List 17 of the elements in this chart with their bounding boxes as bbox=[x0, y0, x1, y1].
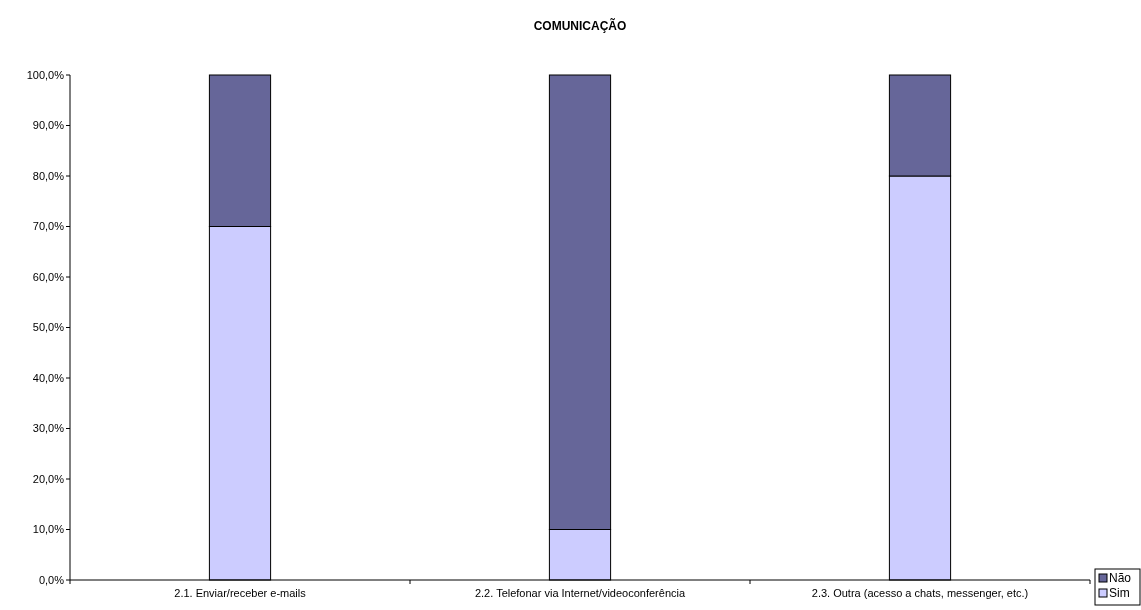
x-tick-label: 2.1. Enviar/receber e-mails bbox=[174, 587, 307, 599]
x-tick-label: 2.3. Outra (acesso a chats, messenger, etc.) bbox=[811, 587, 1029, 599]
chart-title: COMUNICAÇÃO bbox=[533, 18, 627, 33]
y-tick-label: 20,0% bbox=[32, 472, 65, 485]
y-tick-label: 80,0% bbox=[32, 169, 65, 182]
y-tick-label: 100,0% bbox=[26, 68, 65, 81]
y-tick-label: 70,0% bbox=[32, 220, 65, 233]
y-tick-label: 50,0% bbox=[32, 321, 65, 334]
legend-label: Sim bbox=[1109, 586, 1130, 601]
y-tick-label: 60,0% bbox=[32, 270, 65, 283]
y-tick-label: 40,0% bbox=[32, 371, 65, 384]
y-tick-label: 10,0% bbox=[32, 523, 65, 536]
x-tick-label: 2.2. Telefonar via Internet/videoconferência bbox=[474, 587, 686, 599]
y-tick-label: 0,0% bbox=[38, 573, 65, 586]
y-tick-label: 90,0% bbox=[32, 119, 65, 132]
y-tick-label: 30,0% bbox=[32, 422, 65, 435]
legend-label: Não bbox=[1109, 571, 1132, 586]
